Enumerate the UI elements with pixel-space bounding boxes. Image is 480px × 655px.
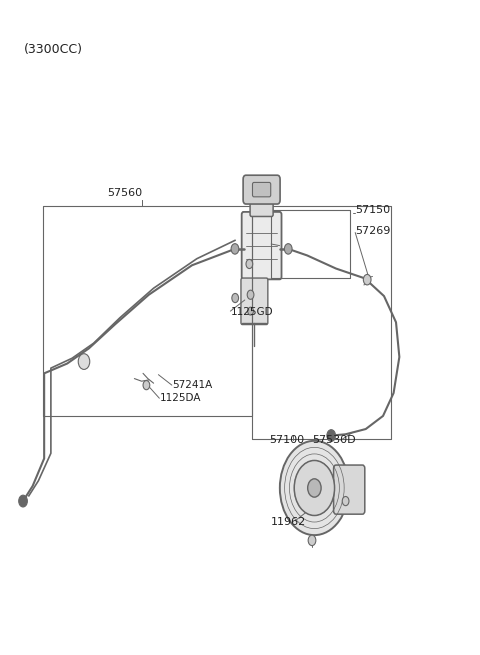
Text: 1125DA: 1125DA bbox=[159, 394, 201, 403]
Circle shape bbox=[143, 381, 150, 390]
FancyBboxPatch shape bbox=[241, 278, 268, 324]
Circle shape bbox=[280, 441, 349, 535]
Circle shape bbox=[248, 307, 253, 315]
Circle shape bbox=[232, 293, 239, 303]
Circle shape bbox=[247, 290, 254, 299]
Text: 57241A: 57241A bbox=[172, 381, 212, 390]
Text: (3300CC): (3300CC) bbox=[24, 43, 83, 56]
Circle shape bbox=[308, 535, 316, 546]
Text: 57560: 57560 bbox=[107, 189, 143, 198]
Text: 11962: 11962 bbox=[270, 517, 306, 527]
Circle shape bbox=[294, 460, 335, 515]
Text: 57269: 57269 bbox=[355, 226, 391, 236]
Circle shape bbox=[231, 244, 239, 254]
FancyBboxPatch shape bbox=[250, 198, 273, 216]
FancyBboxPatch shape bbox=[252, 182, 271, 196]
Circle shape bbox=[78, 354, 90, 369]
Circle shape bbox=[19, 495, 27, 507]
Circle shape bbox=[284, 244, 292, 254]
Text: 57150: 57150 bbox=[355, 205, 390, 215]
FancyBboxPatch shape bbox=[243, 175, 280, 204]
Circle shape bbox=[327, 430, 336, 441]
FancyBboxPatch shape bbox=[334, 465, 365, 514]
Circle shape bbox=[342, 496, 349, 506]
Text: 1125GD: 1125GD bbox=[230, 307, 273, 317]
Circle shape bbox=[363, 274, 371, 285]
Text: 57530D: 57530D bbox=[312, 436, 356, 445]
Circle shape bbox=[246, 259, 253, 269]
FancyBboxPatch shape bbox=[242, 212, 281, 279]
Circle shape bbox=[308, 479, 321, 497]
Text: 57100: 57100 bbox=[269, 436, 304, 445]
